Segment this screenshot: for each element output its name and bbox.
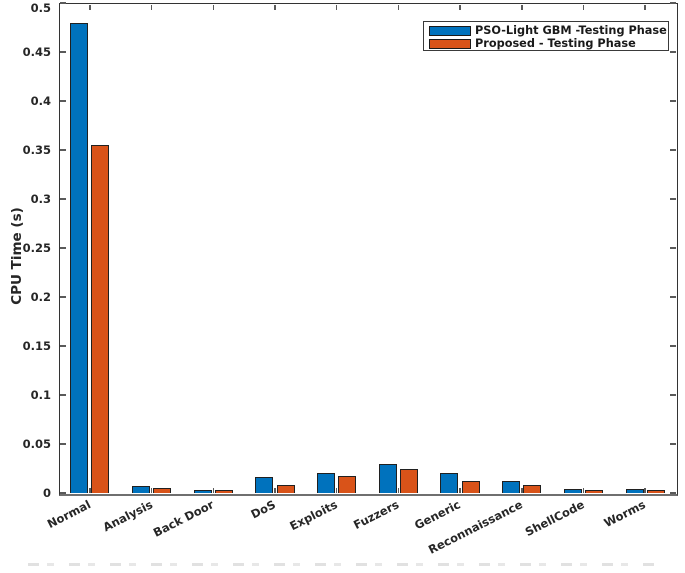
y-tick-label: 0 [42, 486, 51, 500]
x-tick-mark-top [150, 5, 153, 10]
x-tick-label: Generic [412, 497, 464, 533]
x-tick-mark-bottom [521, 488, 523, 493]
y-tick-mark-right [670, 296, 676, 298]
x-tick-mark-top [582, 5, 585, 10]
y-tick-mark-right [670, 2, 676, 4]
x-tick-mark-bottom [582, 488, 585, 493]
y-tick-label: 0.4 [30, 94, 51, 108]
bar-exploits-s2 [338, 476, 357, 493]
bar-reconnaissance-s2 [523, 485, 542, 493]
bar-fuzzers-s1 [378, 463, 397, 493]
bar-exploits-s1 [317, 473, 336, 493]
x-tick-mark-top [397, 5, 400, 10]
y-tick-mark-left [60, 247, 66, 249]
y-tick-mark-left [60, 394, 66, 396]
y-tick-label: 0.5 [30, 1, 51, 15]
y-tick-mark-left [60, 492, 66, 494]
x-tick-mark-top [335, 5, 338, 10]
y-tick-label: 0.2 [30, 290, 51, 304]
y-tick-mark-right [670, 492, 676, 494]
bar-analysis-s1 [131, 486, 150, 493]
y-tick-label: 0.45 [22, 45, 51, 59]
y-tick-mark-right [670, 443, 676, 445]
x-tick-label: Normal [44, 497, 93, 532]
bar-generic-s1 [440, 473, 459, 493]
bar-reconnaissance-s1 [502, 481, 521, 493]
y-tick-label: 0.35 [22, 143, 51, 157]
x-tick-mark-bottom [150, 488, 153, 493]
y-tick-mark-left [60, 100, 66, 102]
y-tick-mark-left [60, 345, 66, 347]
x-tick-mark-top [212, 5, 214, 10]
legend-row-series2: Proposed - Testing Phase [424, 37, 668, 50]
bar-analysis-s2 [153, 488, 172, 493]
plot-area [59, 3, 678, 496]
x-tick-label: Back Door [151, 497, 217, 540]
x-tick-label: Worms [602, 497, 649, 531]
bar-worms-s2 [646, 490, 665, 493]
y-tick-mark-left [60, 149, 66, 151]
x-tick-mark-top [459, 5, 461, 10]
x-tick-label: ShellCode [522, 497, 587, 540]
y-tick-mark-right [670, 394, 676, 396]
bar-worms-s1 [625, 489, 644, 493]
bar-generic-s2 [461, 481, 480, 493]
y-tick-mark-left [60, 443, 66, 445]
legend-label-pso-lightgbm: PSO-Light GBM -Testing Phase [475, 23, 667, 37]
bar-normal-s1 [70, 22, 89, 493]
y-tick-mark-left [60, 51, 66, 53]
x-tick-label: Fuzzers [351, 497, 402, 533]
y-tick-label: 0.15 [22, 339, 51, 353]
y-tick-mark-right [670, 345, 676, 347]
y-tick-mark-left [60, 296, 66, 298]
legend-row-series1: PSO-Light GBM -Testing Phase [424, 24, 668, 37]
bar-back-door-s2 [214, 489, 233, 493]
legend-label-proposed: Proposed - Testing Phase [475, 36, 636, 50]
x-tick-mark-top [89, 5, 91, 10]
x-tick-mark-top [521, 5, 523, 10]
y-tick-mark-right [670, 100, 676, 102]
x-tick-label: Analysis [100, 497, 155, 535]
y-tick-label: 0.25 [22, 241, 51, 255]
bar-dos-s2 [276, 485, 295, 493]
y-tick-mark-left [60, 2, 66, 4]
y-tick-mark-right [670, 51, 676, 53]
y-tick-mark-right [670, 149, 676, 151]
bar-shellcode-s2 [585, 489, 604, 493]
y-tick-mark-right [670, 247, 676, 249]
x-tick-mark-top [644, 5, 646, 10]
bar-dos-s1 [255, 477, 274, 493]
bar-back-door-s1 [193, 490, 212, 493]
cropped-caption-fragment [28, 563, 662, 566]
x-tick-mark-bottom [89, 488, 91, 493]
legend-swatch-proposed [429, 38, 471, 49]
x-tick-mark-bottom [335, 488, 338, 493]
x-tick-mark-bottom [644, 488, 646, 493]
y-tick-label: 0.05 [22, 437, 51, 451]
bar-shellcode-s1 [563, 489, 582, 493]
x-tick-mark-bottom [274, 488, 276, 493]
bar-fuzzers-s2 [399, 469, 418, 493]
x-tick-mark-bottom [212, 488, 214, 493]
x-tick-mark-bottom [459, 488, 461, 493]
x-tick-mark-top [274, 5, 276, 10]
legend: PSO-Light GBM -Testing Phase Proposed - … [423, 21, 669, 51]
x-tick-label: DoS [248, 497, 279, 522]
x-tick-label: Exploits [287, 497, 340, 534]
y-tick-mark-right [670, 198, 676, 200]
y-tick-label: 0.1 [30, 388, 51, 402]
y-tick-mark-left [60, 198, 66, 200]
x-tick-mark-bottom [397, 488, 400, 493]
bar-normal-s2 [91, 145, 110, 493]
y-tick-label: 0.3 [30, 192, 51, 206]
legend-swatch-pso-lightgbm [429, 25, 471, 36]
